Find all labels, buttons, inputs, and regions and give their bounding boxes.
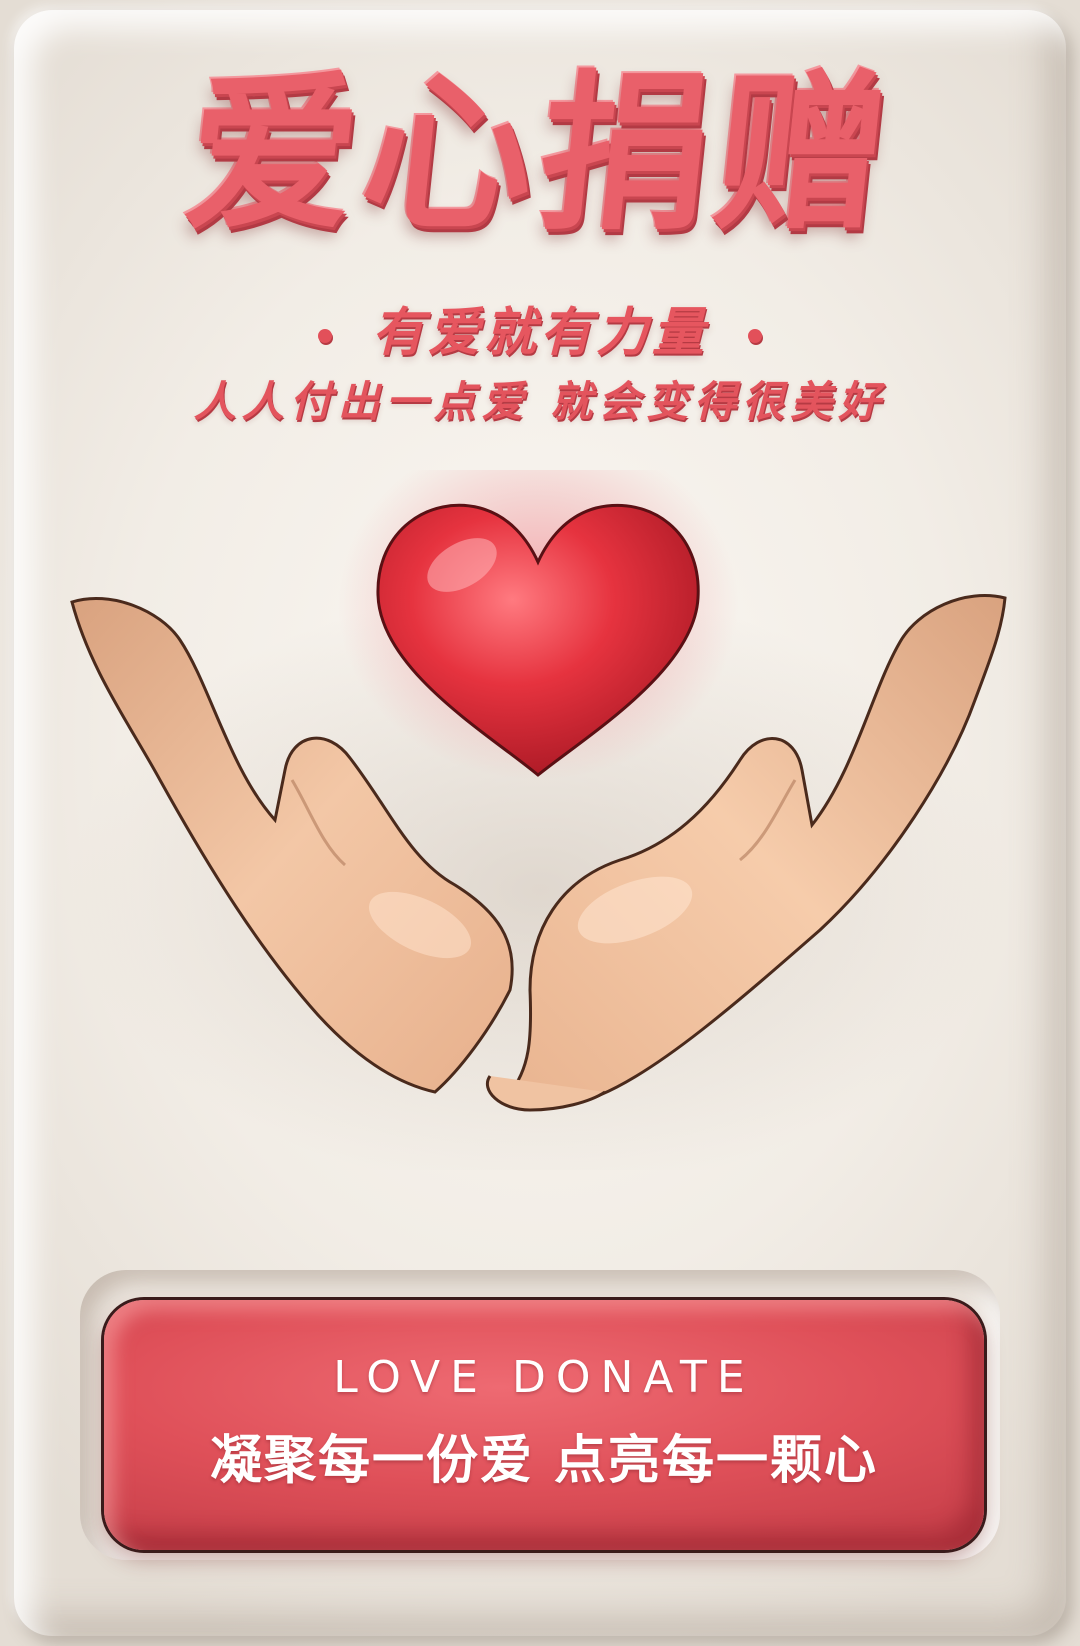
bullet-dot-right [748, 329, 762, 343]
heart-icon [376, 503, 700, 777]
left-hand-icon [70, 597, 514, 1094]
button-label-cn: 凝聚每一份爱 点亮每一颗心 [209, 1431, 879, 1491]
hands-holding-heart-illustration [60, 470, 1020, 1170]
love-donate-button[interactable]: LOVE DONATE 凝聚每一份爱 点亮每一颗心 [104, 1300, 984, 1550]
poster-title: 爱心捐赠 [177, 56, 903, 254]
poster-subtitle: 人人付出一点爱 就会变得很美好 [193, 377, 887, 426]
tagline-text: 有爱就有力量 [371, 303, 708, 363]
bullet-dot-left [317, 329, 332, 343]
poster-tagline: 有爱就有力量 [0, 290, 1080, 365]
right-hand-icon [486, 594, 1007, 1112]
button-label-en: LOVE DONATE [333, 1352, 755, 1403]
